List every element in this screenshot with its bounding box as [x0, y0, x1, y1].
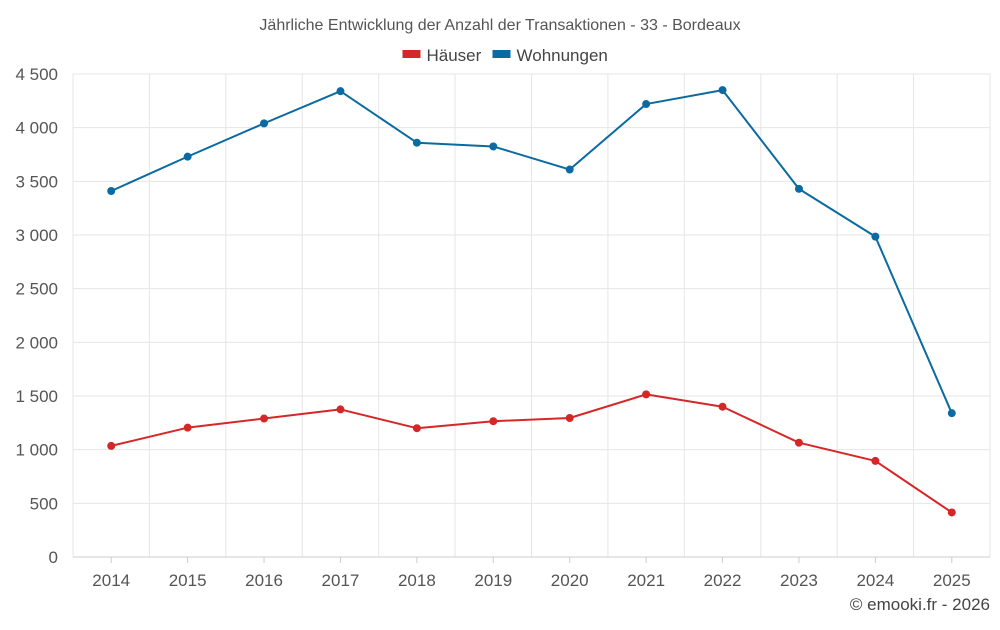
- data-point-0-6: [565, 414, 574, 423]
- y-axis: 0 500 1 000 1 500 2 000 2 500 3 000 3 500 4 000 4…: [15, 65, 58, 567]
- series-layer: [107, 86, 956, 517]
- legend-swatch-0: [402, 50, 421, 58]
- credit-text: © emooki.fr - 2026: [850, 595, 990, 614]
- data-point-1-0: [107, 186, 116, 195]
- data-point-1-1: [183, 152, 192, 161]
- data-point-1-2: [260, 119, 269, 128]
- data-point-1-5: [489, 142, 498, 151]
- x-tick-label-10: 2024: [856, 571, 894, 590]
- data-point-0-8: [718, 402, 727, 411]
- data-point-1-11: [947, 409, 956, 418]
- y-tick-label-4: 2 000: [15, 333, 58, 352]
- legend-swatch-1: [492, 50, 511, 58]
- y-tick-label-3: 1 500: [15, 387, 58, 406]
- data-point-0-11: [947, 508, 956, 517]
- x-tick-label-9: 2023: [780, 571, 818, 590]
- data-point-1-9: [794, 184, 803, 193]
- legend: Häuser Wohnungen: [402, 46, 608, 65]
- x-tick-label-8: 2022: [704, 571, 742, 590]
- data-point-0-4: [412, 424, 421, 433]
- data-point-0-10: [871, 456, 880, 465]
- data-point-0-3: [336, 405, 345, 414]
- data-point-1-6: [565, 165, 574, 174]
- y-tick-label-7: 3 500: [15, 172, 58, 191]
- data-point-1-3: [336, 87, 345, 96]
- gridlines: [72, 73, 991, 557]
- data-point-0-2: [260, 414, 269, 423]
- y-tick-label-1: 500: [30, 494, 58, 513]
- data-point-0-5: [489, 417, 498, 426]
- series-1: [107, 86, 956, 418]
- y-tick-label-0: 0: [49, 548, 58, 567]
- data-point-1-8: [718, 86, 727, 95]
- x-tick-label-11: 2025: [933, 571, 971, 590]
- series-0: [107, 390, 956, 517]
- y-tick-label-9: 4 500: [15, 65, 58, 84]
- data-point-1-7: [642, 100, 651, 109]
- x-tick-label-3: 2017: [322, 571, 360, 590]
- y-tick-label-2: 1 000: [15, 441, 58, 460]
- series-line-1: [110, 89, 953, 414]
- legend-label-0: Häuser: [427, 46, 482, 65]
- x-tick-label-4: 2018: [398, 571, 436, 590]
- x-tick-label-6: 2020: [551, 571, 589, 590]
- chart-title: Jährliche Entwicklung der Anzahl der Tra…: [259, 17, 740, 34]
- x-tick-label-1: 2015: [169, 571, 207, 590]
- series-line-0: [110, 393, 953, 514]
- data-point-1-4: [412, 138, 421, 147]
- x-tick-label-2: 2016: [245, 571, 283, 590]
- data-point-0-0: [107, 441, 116, 450]
- y-tick-label-5: 2 500: [15, 280, 58, 299]
- data-point-0-7: [642, 390, 651, 399]
- x-axis: 2014 2015 2016 2017 2018 2019 2020 2021 2022 2023…: [73, 556, 990, 590]
- legend-label-1: Wohnungen: [517, 46, 608, 65]
- x-tick-label-5: 2019: [474, 571, 512, 590]
- y-tick-label-6: 3 000: [15, 226, 58, 245]
- x-tick-label-0: 2014: [92, 571, 130, 590]
- x-tick-label-7: 2021: [627, 571, 665, 590]
- data-point-0-1: [183, 423, 192, 432]
- data-point-1-10: [871, 232, 880, 241]
- y-tick-label-8: 4 000: [15, 119, 58, 138]
- data-point-0-9: [794, 438, 803, 447]
